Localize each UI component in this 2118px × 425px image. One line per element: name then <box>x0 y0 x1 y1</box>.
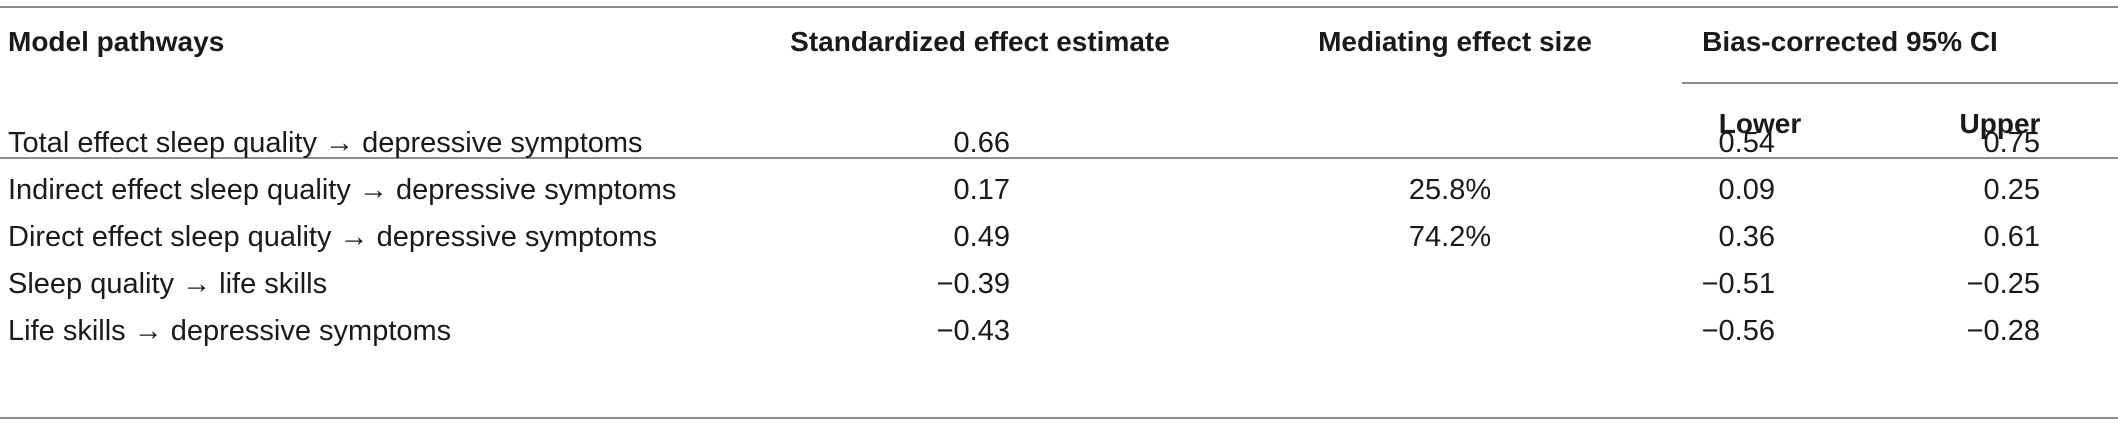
header-bias-corrected-ci: Bias-corrected 95% CI <box>1702 26 1998 57</box>
header-standardized-effect: Standardized effect estimate <box>790 26 1170 57</box>
row-1-standardized: 0.66 <box>953 127 1010 159</box>
row-4-ci-upper: −0.25 <box>1966 268 2040 300</box>
row-4-pathway: Sleep quality → life skills <box>8 268 328 300</box>
row-3-ci-lower: 0.36 <box>1718 221 1775 253</box>
row-5-pathway: Life skills → depressive symptoms <box>8 315 452 347</box>
row-5-ci-upper: −0.28 <box>1966 315 2040 347</box>
row-2-pathway: Indirect effect sleep quality → depressi… <box>8 174 677 206</box>
row-2-ci-upper: 0.25 <box>1983 174 2040 206</box>
row-2-standardized: 0.17 <box>953 174 1010 206</box>
header-mediating-effect: Mediating effect size <box>1318 26 1592 57</box>
row-2-mediating: 25.8% <box>1408 174 1492 206</box>
table-header-rule <box>0 157 2118 159</box>
row-1-ci-lower: 0.54 <box>1718 127 1775 159</box>
ci-header-rule <box>1682 82 2118 84</box>
row-3-ci-upper: 0.61 <box>1983 221 2040 253</box>
row-4-ci-lower: −0.51 <box>1701 268 1775 300</box>
row-2-ci-lower: 0.09 <box>1718 174 1775 206</box>
row-1-pathway: Total effect sleep quality → depressive … <box>8 127 643 159</box>
row-3-mediating: 74.2% <box>1408 221 1492 253</box>
row-3-pathway: Direct effect sleep quality → depressive… <box>8 221 658 253</box>
row-5-ci-lower: −0.56 <box>1701 315 1775 347</box>
header-ci-upper: Upper <box>1959 108 2041 139</box>
table-top-rule <box>0 6 2118 8</box>
header-model-pathways: Model pathways <box>8 26 225 57</box>
table-bottom-rule <box>0 417 2118 419</box>
row-5-standardized: −0.43 <box>936 315 1010 347</box>
row-3-standardized: 0.49 <box>953 221 1010 253</box>
row-1-ci-upper: 0.75 <box>1983 127 2040 159</box>
header-ci-lower: Lower <box>1718 108 1802 139</box>
row-4-standardized: −0.39 <box>936 268 1010 300</box>
